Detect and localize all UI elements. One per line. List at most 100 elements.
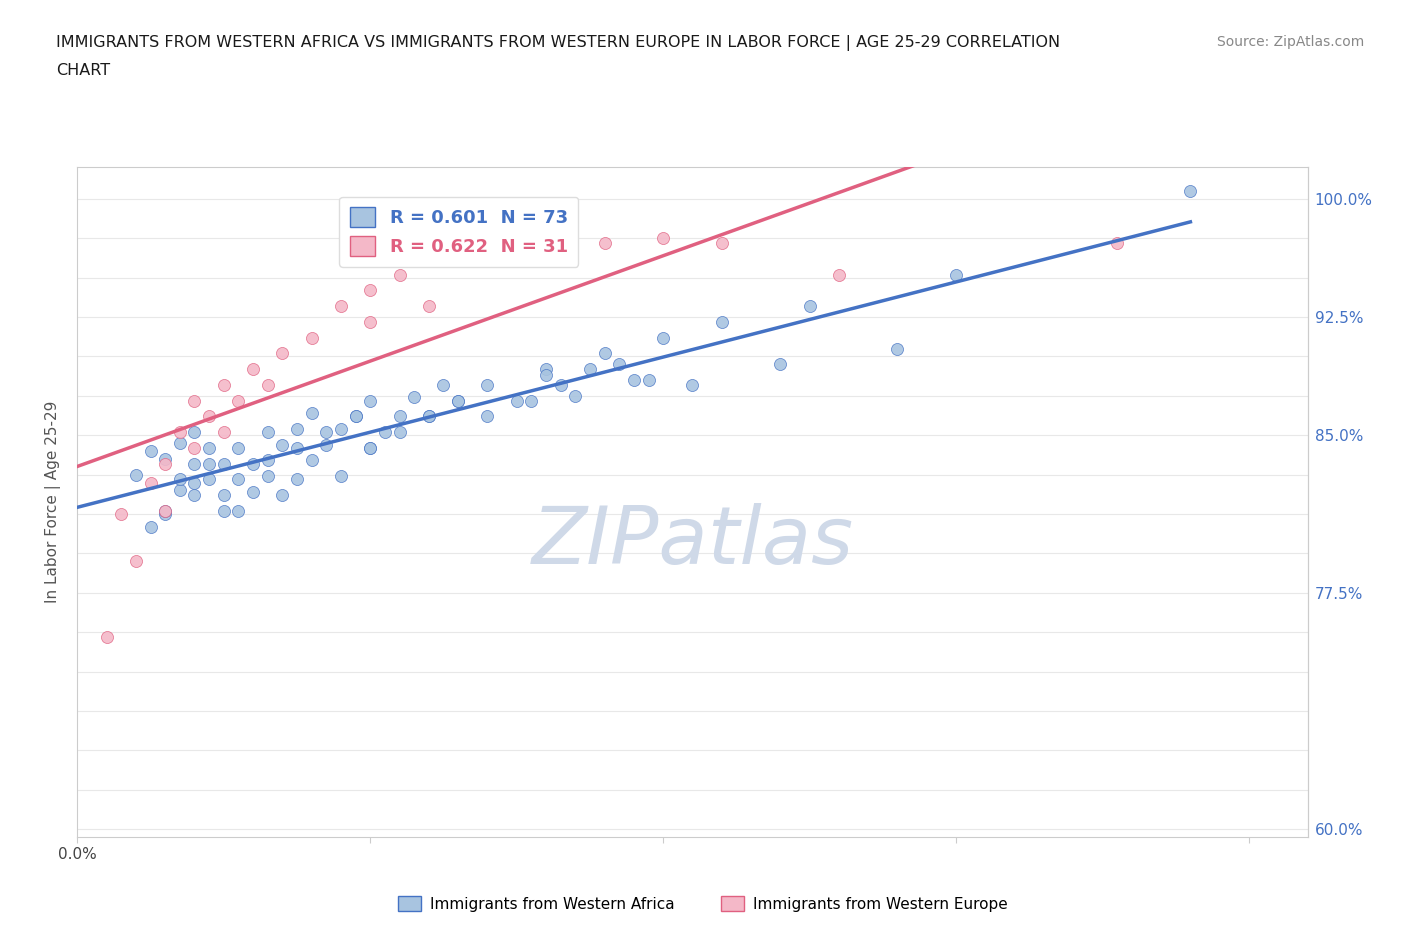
Point	[139, 444, 162, 458]
Point	[945, 267, 967, 282]
Point	[242, 485, 264, 499]
Point	[477, 251, 499, 266]
Text: CHART: CHART	[56, 63, 110, 78]
Point	[623, 373, 645, 388]
Point	[579, 362, 602, 377]
Point	[155, 451, 177, 466]
Point	[301, 405, 323, 420]
Point	[212, 487, 235, 502]
Point	[212, 456, 235, 471]
Point	[637, 373, 659, 388]
Point	[506, 393, 529, 408]
Point	[418, 251, 440, 266]
Point	[198, 456, 221, 471]
Point	[330, 299, 353, 313]
Point	[344, 409, 367, 424]
Point	[506, 235, 529, 250]
Point	[198, 472, 221, 486]
Point	[125, 467, 148, 482]
Point	[271, 487, 294, 502]
Point	[183, 425, 205, 440]
Point	[607, 357, 630, 372]
Point	[315, 437, 337, 452]
Point	[520, 393, 543, 408]
Point	[652, 231, 675, 246]
Point	[169, 425, 191, 440]
Point	[271, 437, 294, 452]
Point	[301, 330, 323, 345]
Point	[593, 235, 616, 250]
Point	[155, 503, 177, 518]
Point	[228, 472, 250, 486]
Point	[359, 441, 381, 456]
Point	[330, 421, 353, 436]
Point	[388, 425, 411, 440]
Point	[183, 456, 205, 471]
Point	[593, 346, 616, 361]
Point	[710, 314, 733, 329]
Point	[301, 453, 323, 468]
Point	[447, 393, 470, 408]
Point	[256, 378, 278, 392]
Point	[212, 378, 235, 392]
Point	[418, 409, 440, 424]
Point	[256, 425, 278, 440]
Point	[359, 393, 381, 408]
Point	[155, 456, 177, 471]
Point	[418, 409, 440, 424]
Point	[1180, 183, 1202, 198]
Point	[139, 519, 162, 534]
Point	[550, 378, 572, 392]
Point	[155, 507, 177, 522]
Legend: Immigrants from Western Africa, Immigrants from Western Europe: Immigrants from Western Africa, Immigran…	[392, 889, 1014, 918]
Point	[330, 469, 353, 484]
Point	[477, 378, 499, 392]
Point	[534, 362, 557, 377]
Point	[359, 441, 381, 456]
Point	[285, 441, 308, 456]
Point	[418, 299, 440, 313]
Point	[169, 435, 191, 450]
Point	[212, 425, 235, 440]
Text: IMMIGRANTS FROM WESTERN AFRICA VS IMMIGRANTS FROM WESTERN EUROPE IN LABOR FORCE : IMMIGRANTS FROM WESTERN AFRICA VS IMMIGR…	[56, 35, 1060, 51]
Point	[183, 475, 205, 490]
Point	[432, 378, 454, 392]
Point	[256, 453, 278, 468]
Point	[256, 469, 278, 484]
Point	[359, 283, 381, 298]
Point	[315, 425, 337, 440]
Point	[228, 393, 250, 408]
Point	[155, 503, 177, 518]
Point	[228, 441, 250, 456]
Point	[534, 368, 557, 383]
Point	[799, 299, 821, 313]
Point	[110, 507, 132, 522]
Point	[96, 630, 118, 644]
Text: ZIPatlas: ZIPatlas	[531, 503, 853, 581]
Point	[682, 378, 704, 392]
Point	[242, 456, 264, 471]
Point	[169, 483, 191, 498]
Point	[477, 409, 499, 424]
Point	[447, 393, 470, 408]
Point	[198, 441, 221, 456]
Point	[198, 409, 221, 424]
Point	[534, 235, 557, 250]
Point	[710, 235, 733, 250]
Point	[359, 314, 381, 329]
Point	[212, 503, 235, 518]
Legend: R = 0.601  N = 73, R = 0.622  N = 31: R = 0.601 N = 73, R = 0.622 N = 31	[339, 196, 578, 267]
Point	[388, 267, 411, 282]
Point	[183, 393, 205, 408]
Y-axis label: In Labor Force | Age 25-29: In Labor Force | Age 25-29	[45, 401, 62, 604]
Point	[404, 390, 426, 405]
Point	[388, 409, 411, 424]
Point	[1107, 235, 1129, 250]
Point	[139, 475, 162, 490]
Point	[228, 503, 250, 518]
Point	[285, 472, 308, 486]
Point	[169, 472, 191, 486]
Point	[769, 357, 792, 372]
Point	[886, 341, 908, 356]
Point	[374, 425, 396, 440]
